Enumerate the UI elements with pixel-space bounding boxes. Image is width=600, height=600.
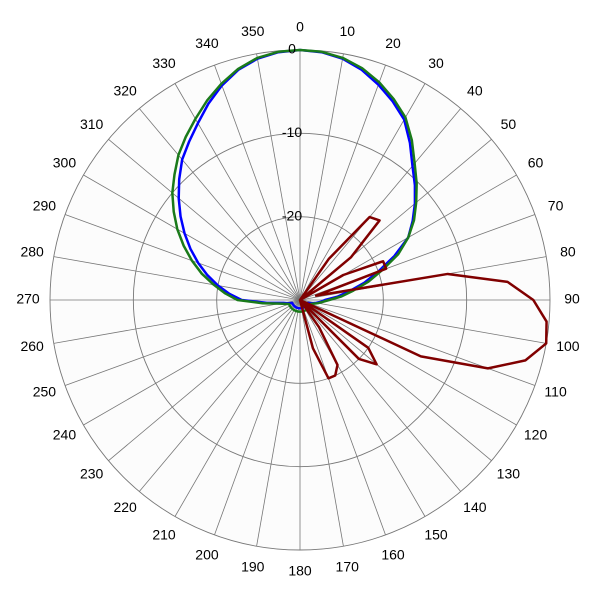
angle-tick-label: 160 — [381, 546, 405, 562]
angle-tick-label: 220 — [113, 499, 137, 515]
angle-tick-label: 110 — [544, 384, 567, 400]
angle-tick-label: 170 — [336, 559, 360, 575]
radial-tick-label: 0 — [288, 41, 296, 57]
angle-tick-label: 260 — [20, 338, 44, 354]
spoke-line — [138, 299, 301, 492]
spoke-line — [214, 299, 301, 536]
angle-tick-label: 10 — [339, 23, 355, 39]
spoke-line — [256, 53, 301, 301]
angle-tick-label: 20 — [385, 35, 401, 51]
spoke-line — [83, 299, 301, 426]
spoke-line — [174, 299, 301, 517]
spoke-line — [299, 299, 426, 517]
angle-tick-label: 140 — [463, 499, 487, 515]
angle-tick-label: 70 — [548, 198, 564, 214]
angle-tick-label: 240 — [53, 427, 77, 443]
spoke-line — [299, 299, 344, 547]
spoke-line — [256, 299, 301, 547]
ring-line — [216, 216, 384, 384]
series-line — [171, 48, 418, 313]
spoke-line — [299, 299, 492, 462]
angle-tick-label: 340 — [195, 35, 219, 51]
spoke-line — [299, 108, 462, 301]
angle-tick-label: 180 — [288, 563, 312, 579]
angle-tick-label: 280 — [20, 243, 44, 259]
spoke-line — [299, 299, 536, 386]
angle-tick-label: 300 — [53, 155, 77, 171]
spoke-line — [83, 174, 301, 301]
angle-tick-label: 350 — [241, 23, 265, 39]
angle-tick-label: 230 — [80, 466, 104, 482]
spoke-line — [299, 53, 344, 301]
angle-tick-label: 120 — [524, 427, 548, 443]
spoke-line — [138, 108, 301, 301]
angle-tick-label: 80 — [560, 243, 576, 259]
angle-tick-label: 210 — [152, 526, 176, 542]
spoke-line — [299, 64, 386, 301]
radial-tick-label: -10 — [282, 124, 302, 140]
spoke-line — [53, 256, 301, 301]
angle-tick-label: 40 — [467, 82, 483, 98]
radial-tick-label: -20 — [282, 207, 302, 223]
angle-tick-label: 150 — [424, 526, 448, 542]
spoke-line — [53, 299, 301, 344]
spoke-line — [299, 299, 517, 426]
ring-line — [132, 132, 468, 468]
angle-tick-label: 50 — [501, 116, 517, 132]
angle-tick-label: 290 — [33, 198, 57, 214]
spoke-line — [108, 138, 301, 301]
spoke-line — [64, 214, 301, 301]
spoke-line — [299, 299, 386, 536]
series-line — [298, 215, 548, 380]
angle-tick-label: 100 — [556, 338, 580, 354]
angle-tick-label: 330 — [152, 55, 176, 71]
angle-tick-label: 250 — [33, 384, 57, 400]
angle-tick-label: 0 — [296, 19, 304, 35]
angle-tick-label: 320 — [113, 82, 137, 98]
spoke-line — [64, 299, 301, 386]
spoke-line — [299, 299, 547, 344]
spoke-line — [214, 64, 301, 301]
angle-tick-label: 60 — [528, 155, 544, 171]
angle-tick-label: 200 — [195, 546, 219, 562]
angle-tick-label: 190 — [241, 559, 265, 575]
angle-tick-label: 130 — [497, 466, 521, 482]
spoke-line — [299, 299, 462, 492]
spoke-line — [108, 299, 301, 462]
angle-tick-label: 310 — [80, 116, 104, 132]
angle-tick-label: 270 — [16, 291, 40, 307]
angle-tick-label: 30 — [428, 55, 444, 71]
angle-tick-label: 90 — [564, 291, 580, 307]
